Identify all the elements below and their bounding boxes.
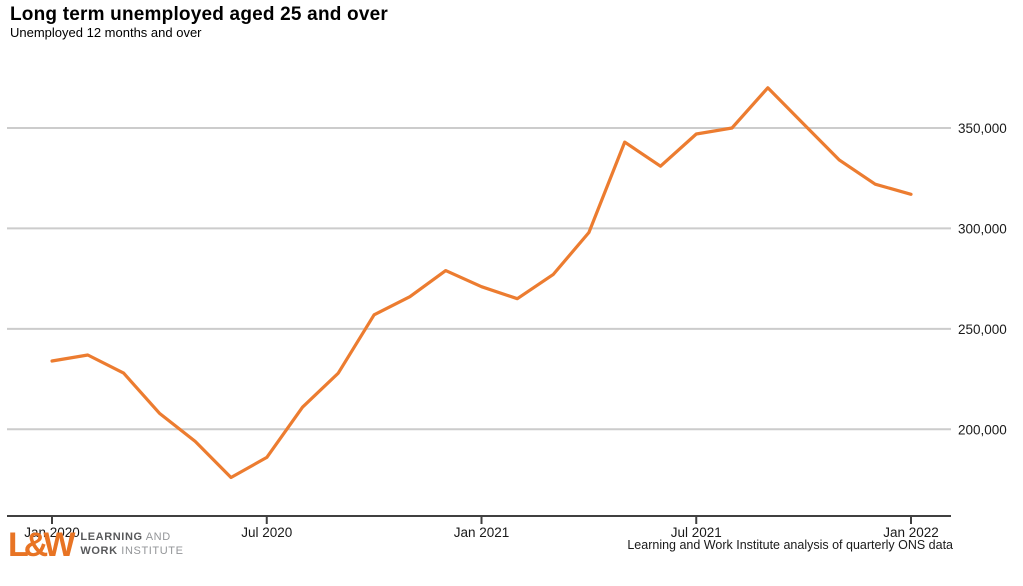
- chart-header: Long term unemployed aged 25 and over Un…: [10, 4, 388, 40]
- x-tick-label: Jan 2021: [454, 525, 510, 540]
- x-tick-label: Jul 2021: [671, 525, 722, 540]
- lw-logo-mark: L&W: [8, 526, 75, 564]
- lw-logo-text: LEARNING AND WORK INSTITUTE: [80, 531, 183, 559]
- source-caption: Learning and Work Institute analysis of …: [627, 538, 953, 552]
- chart-subtitle: Unemployed 12 months and over: [10, 24, 202, 40]
- x-tick-label: Jan 2020: [24, 525, 80, 540]
- logo-line-1: LEARNING AND: [80, 531, 171, 544]
- y-tick-label: 350,000: [958, 121, 1007, 136]
- y-tick-label: 200,000: [958, 422, 1007, 437]
- y-tick-label: 300,000: [958, 221, 1007, 236]
- lw-logo: L&W LEARNING AND WORK INSTITUTE: [8, 528, 184, 562]
- logo-line-2: WORK INSTITUTE: [80, 545, 184, 557]
- y-tick-label: 250,000: [958, 322, 1007, 337]
- chart-title: Long term unemployed aged 25 and over: [10, 4, 388, 25]
- x-tick-label: Jan 2022: [883, 525, 939, 540]
- unemployment-trend-line: [50, 86, 913, 480]
- x-tick-label: Jul 2020: [241, 525, 292, 540]
- chart-footer: L&W LEARNING AND WORK INSTITUTE Learning…: [0, 524, 1023, 586]
